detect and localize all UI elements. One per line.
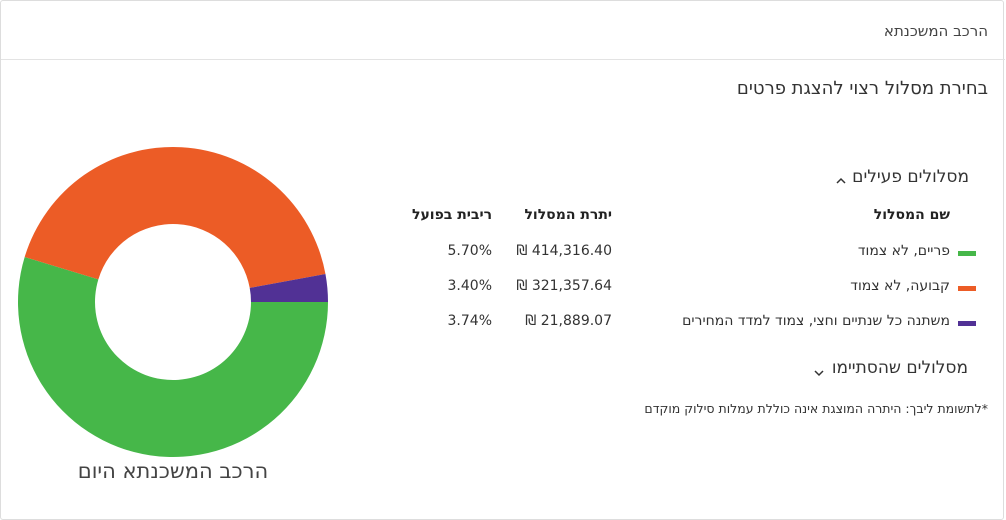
ended-tracks-toggle[interactable]: מסלולים שהסתיימו xyxy=(831,358,968,378)
separator xyxy=(1,59,1005,60)
active-tracks-toggle[interactable]: מסלולים פעילים xyxy=(852,167,969,187)
track-rate: 5.70% xyxy=(447,243,492,259)
track-balance: 321,357.64 ₪ xyxy=(516,278,612,294)
track-name: קבועה, לא צמוד xyxy=(850,278,950,294)
color-swatch xyxy=(958,286,976,291)
track-name: פריים, לא צמוד xyxy=(857,243,950,259)
section-title: בחירת מסלול רצוי להצגת פרטים xyxy=(736,78,988,99)
track-balance: 21,889.07 ₪ xyxy=(525,313,612,329)
column-header: שם המסלול xyxy=(873,207,950,223)
track-name: משתנה כל שנתיים וחצי, צמוד למדד המחירים xyxy=(682,313,950,329)
header-title: הרכב המשכנתא xyxy=(883,22,988,40)
track-rate: 3.74% xyxy=(447,313,492,329)
column-header: ריבית בפועל xyxy=(412,207,492,223)
column-header: יתרת המסלול xyxy=(524,207,612,223)
color-swatch xyxy=(958,321,976,326)
color-swatch xyxy=(958,251,976,256)
chart-title: הרכב המשכנתא היום xyxy=(77,459,269,483)
footnote: *לתשומת ליבך: היתרה המוצגת אינה כוללת עמ… xyxy=(644,401,988,416)
track-rate: 3.40% xyxy=(447,278,492,294)
track-balance: 414,316.40 ₪ xyxy=(516,243,612,259)
